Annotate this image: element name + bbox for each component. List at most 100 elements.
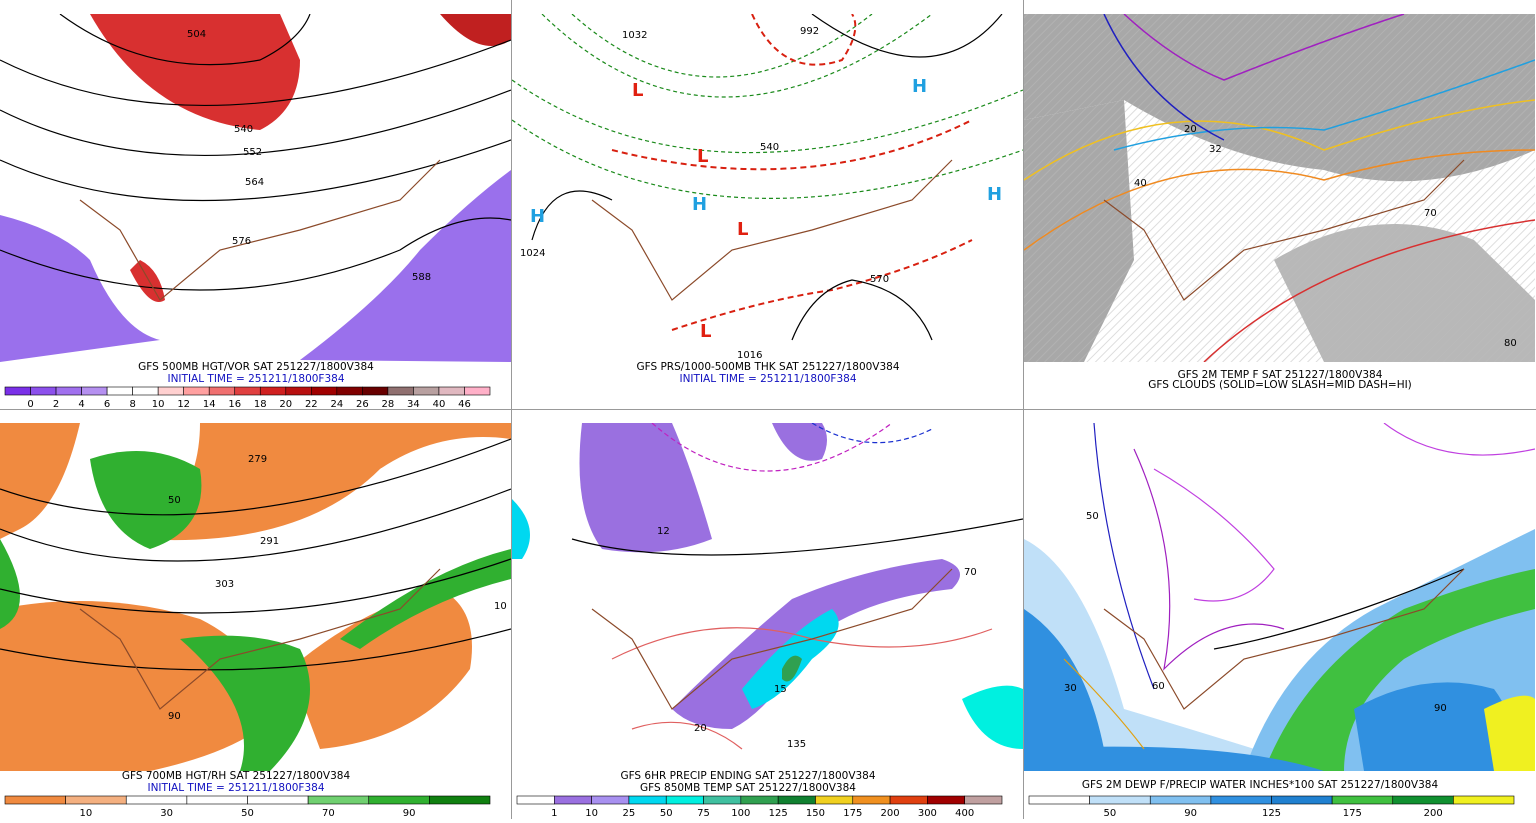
contour-label: 90 bbox=[1434, 703, 1447, 714]
colorbar-label: 40 bbox=[433, 399, 446, 410]
colorbar-label: 200 bbox=[1424, 808, 1443, 819]
colorbar-swatch bbox=[1089, 795, 1151, 805]
colorbar-swatch bbox=[183, 386, 210, 396]
svg-text:L: L bbox=[737, 219, 748, 240]
colorbar-label: 18 bbox=[254, 399, 267, 410]
colorbar: 50 90 125 175 200 bbox=[1028, 795, 1515, 819]
contour-label: 552 bbox=[243, 147, 262, 158]
colorbar-swatch bbox=[65, 795, 127, 805]
colorbar-swatch bbox=[234, 386, 261, 396]
svg-text:H: H bbox=[692, 194, 707, 215]
svg-text:H: H bbox=[530, 206, 545, 227]
colorbar-label: 26 bbox=[356, 399, 369, 410]
colorbar-label: 200 bbox=[881, 808, 900, 819]
colorbar-swatch bbox=[516, 795, 555, 805]
contour-label: 40 bbox=[1134, 178, 1147, 189]
contour-label: 70 bbox=[1424, 208, 1437, 219]
colorbar-swatch bbox=[628, 795, 667, 805]
caption: INITIAL TIME = 251211/1800F384 bbox=[679, 373, 856, 385]
colorbar-swatch bbox=[703, 795, 742, 805]
caption: GFS 2M DEWP F/PRECIP WATER INCHES*100 SA… bbox=[1082, 779, 1439, 791]
colorbar-swatch bbox=[413, 386, 440, 396]
svg-text:L: L bbox=[700, 321, 711, 342]
colorbar-swatch bbox=[1210, 795, 1272, 805]
contour-label: 12 bbox=[657, 526, 670, 537]
panel-temperature: 20 32 40 70 80 GFS 2M TEMP F SAT 251227/… bbox=[1024, 14, 1535, 391]
colorbar-label: 75 bbox=[697, 808, 710, 819]
colorbar-swatch bbox=[927, 795, 965, 805]
contour-label: 540 bbox=[234, 124, 253, 135]
colorbar-swatch bbox=[438, 386, 465, 396]
caption: GFS 2M TEMP F SAT 251227/1800V384 bbox=[1178, 369, 1383, 381]
map: H H H H L L L L bbox=[512, 14, 1023, 362]
map bbox=[0, 423, 511, 771]
colorbar-label: 175 bbox=[1343, 808, 1362, 819]
colorbar-swatch bbox=[1453, 795, 1515, 805]
colorbar-swatch bbox=[1392, 795, 1454, 805]
colorbar-label: 125 bbox=[1262, 808, 1281, 819]
map bbox=[0, 14, 511, 362]
colorbar-swatch bbox=[665, 795, 704, 805]
contour-label: 50 bbox=[168, 495, 181, 506]
contour-label: 20 bbox=[1184, 124, 1197, 135]
colorbar-label: 90 bbox=[1184, 808, 1197, 819]
contour-label: 60 bbox=[1152, 681, 1165, 692]
contour-label: 303 bbox=[215, 579, 234, 590]
colorbar-label: 150 bbox=[806, 808, 825, 819]
colorbar-swatch bbox=[4, 795, 66, 805]
panel-dewpoint: 50 30 90 60 GFS 2M DEWP F/PRECIP WATER I… bbox=[1024, 423, 1535, 819]
colorbar-swatch bbox=[964, 795, 1003, 805]
contour-label: 90 bbox=[168, 711, 181, 722]
colorbar-label: 6 bbox=[104, 399, 110, 410]
colorbar-swatch bbox=[815, 795, 854, 805]
colorbar-label: 14 bbox=[203, 399, 216, 410]
panel-thickness: H H H H L L L L 1032 992 1024 1016 540 570 G… bbox=[512, 14, 1023, 385]
contour-label: 540 bbox=[760, 142, 779, 153]
contour-label: 20 bbox=[694, 723, 707, 734]
colorbar-label: 125 bbox=[769, 808, 788, 819]
caption: INITIAL TIME = 251211/1800F384 bbox=[167, 373, 344, 385]
colorbar-swatch bbox=[311, 386, 338, 396]
colorbar-swatch bbox=[1331, 795, 1394, 805]
svg-text:L: L bbox=[632, 80, 643, 101]
contour-label: 30 bbox=[1064, 683, 1077, 694]
colorbar-swatch bbox=[132, 386, 159, 396]
caption: GFS 500MB HGT/VOR SAT 251227/1800V384 bbox=[138, 361, 374, 373]
colorbar-label: 50 bbox=[1103, 808, 1116, 819]
colorbar-label: 25 bbox=[623, 808, 636, 819]
map bbox=[512, 423, 1023, 771]
colorbar-swatch bbox=[464, 386, 491, 396]
svg-text:H: H bbox=[987, 184, 1002, 205]
contour-label: 1024 bbox=[520, 248, 545, 259]
panel-humidity: 279 291 303 50 90 10 GFS 700MB HGT/RH SA… bbox=[0, 423, 511, 819]
colorbar-label: 50 bbox=[660, 808, 673, 819]
colorbar-label: 10 bbox=[79, 808, 92, 819]
colorbar-swatch bbox=[259, 386, 287, 396]
colorbar-swatch bbox=[1028, 795, 1090, 805]
caption: INITIAL TIME = 251211/1800F384 bbox=[147, 782, 324, 794]
contour-label: 15 bbox=[774, 684, 787, 695]
colorbar-label: 12 bbox=[177, 399, 190, 410]
contour-label: 992 bbox=[800, 26, 819, 37]
colorbar-swatch bbox=[208, 386, 236, 396]
contour-label: 291 bbox=[260, 536, 279, 547]
panel-vorticity: 504 540 552 564 576 588 GFS 500MB HGT/VO… bbox=[0, 14, 511, 410]
colorbar-label: 100 bbox=[731, 808, 750, 819]
colorbar-label: 2 bbox=[53, 399, 59, 410]
colorbar-label: 1 bbox=[551, 808, 557, 819]
colorbar-label: 0 bbox=[27, 399, 33, 410]
colorbar-swatch bbox=[186, 795, 248, 805]
colorbar-swatch bbox=[4, 386, 31, 396]
colorbar-swatch bbox=[1149, 795, 1212, 805]
contour-label: 1016 bbox=[737, 350, 762, 361]
contour-label: 70 bbox=[964, 567, 977, 578]
colorbar-swatch bbox=[429, 795, 491, 805]
colorbar-swatch bbox=[777, 795, 816, 805]
contour-label: 279 bbox=[248, 454, 267, 465]
contour-label: 564 bbox=[245, 177, 264, 188]
colorbar-label: 175 bbox=[843, 808, 862, 819]
contour-label: 504 bbox=[187, 29, 206, 40]
colorbar-swatch bbox=[30, 386, 57, 396]
colorbar-swatch bbox=[336, 386, 363, 396]
